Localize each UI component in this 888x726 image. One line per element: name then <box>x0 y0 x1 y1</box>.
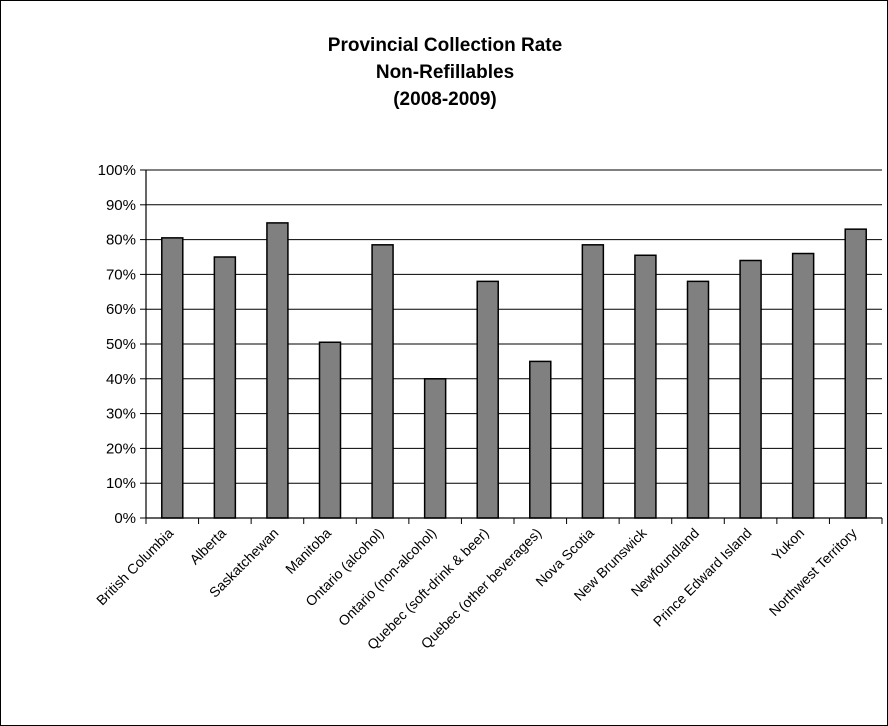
y-axis-ticks: 0% 10% 20% 30% 40% 50% 60% 70% 80% 90% 100% <box>98 162 146 527</box>
axes <box>145 170 883 524</box>
bar <box>529 360 552 519</box>
chart-title-line-3: (2008-2009) <box>393 89 497 110</box>
y-tick-label: 0% <box>114 510 136 527</box>
y-tick-label: 90% <box>106 197 136 214</box>
bar <box>476 280 499 519</box>
x-category-label: Northwest Territory <box>766 525 860 619</box>
chart-title-line-2: Non-Refillables <box>376 62 514 83</box>
y-tick-label: 70% <box>106 266 136 283</box>
bars <box>161 222 867 519</box>
y-tick-label: 40% <box>106 371 136 388</box>
bar <box>791 252 815 519</box>
y-tick-label: 30% <box>106 406 136 423</box>
gridlines <box>146 169 882 484</box>
y-tick-label: 80% <box>106 232 136 249</box>
bar <box>581 244 605 519</box>
bar <box>318 341 342 519</box>
x-category-label: Yukon <box>768 525 807 564</box>
bar <box>686 280 710 519</box>
bar <box>423 378 447 519</box>
bar <box>634 254 657 519</box>
x-category-label: Manitoba <box>282 525 334 577</box>
bar <box>739 259 762 519</box>
chart-title: Provincial Collection Rate Non-Refillabl… <box>328 35 562 110</box>
bar <box>161 237 184 519</box>
bar <box>213 256 237 519</box>
y-tick-label: 10% <box>106 475 136 492</box>
y-tick-label: 50% <box>106 336 136 353</box>
x-category-label: Alberta <box>186 525 229 568</box>
chart-title-line-1: Provincial Collection Rate <box>328 35 562 56</box>
y-tick-label: 100% <box>98 162 136 179</box>
bar <box>266 222 289 519</box>
bar <box>844 228 867 519</box>
x-category-label: Ontario (non-alcohol) <box>335 525 439 629</box>
x-category-label: British Columbia <box>93 525 177 609</box>
bar <box>371 244 394 519</box>
y-tick-label: 20% <box>106 440 136 457</box>
x-category-label: Prince Edward Island <box>650 525 755 630</box>
y-tick-label: 60% <box>106 301 136 318</box>
